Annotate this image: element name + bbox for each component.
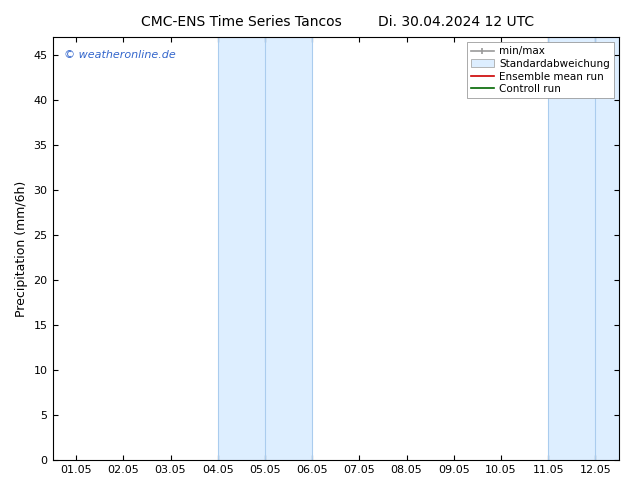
- Y-axis label: Precipitation (mm/6h): Precipitation (mm/6h): [15, 180, 28, 317]
- Text: Di. 30.04.2024 12 UTC: Di. 30.04.2024 12 UTC: [378, 15, 534, 29]
- Text: CMC-ENS Time Series Tancos: CMC-ENS Time Series Tancos: [141, 15, 341, 29]
- Legend: min/max, Standardabweichung, Ensemble mean run, Controll run: min/max, Standardabweichung, Ensemble me…: [467, 42, 614, 98]
- Text: © weatheronline.de: © weatheronline.de: [64, 50, 176, 60]
- Bar: [548, 37, 634, 460]
- Bar: [217, 37, 312, 460]
